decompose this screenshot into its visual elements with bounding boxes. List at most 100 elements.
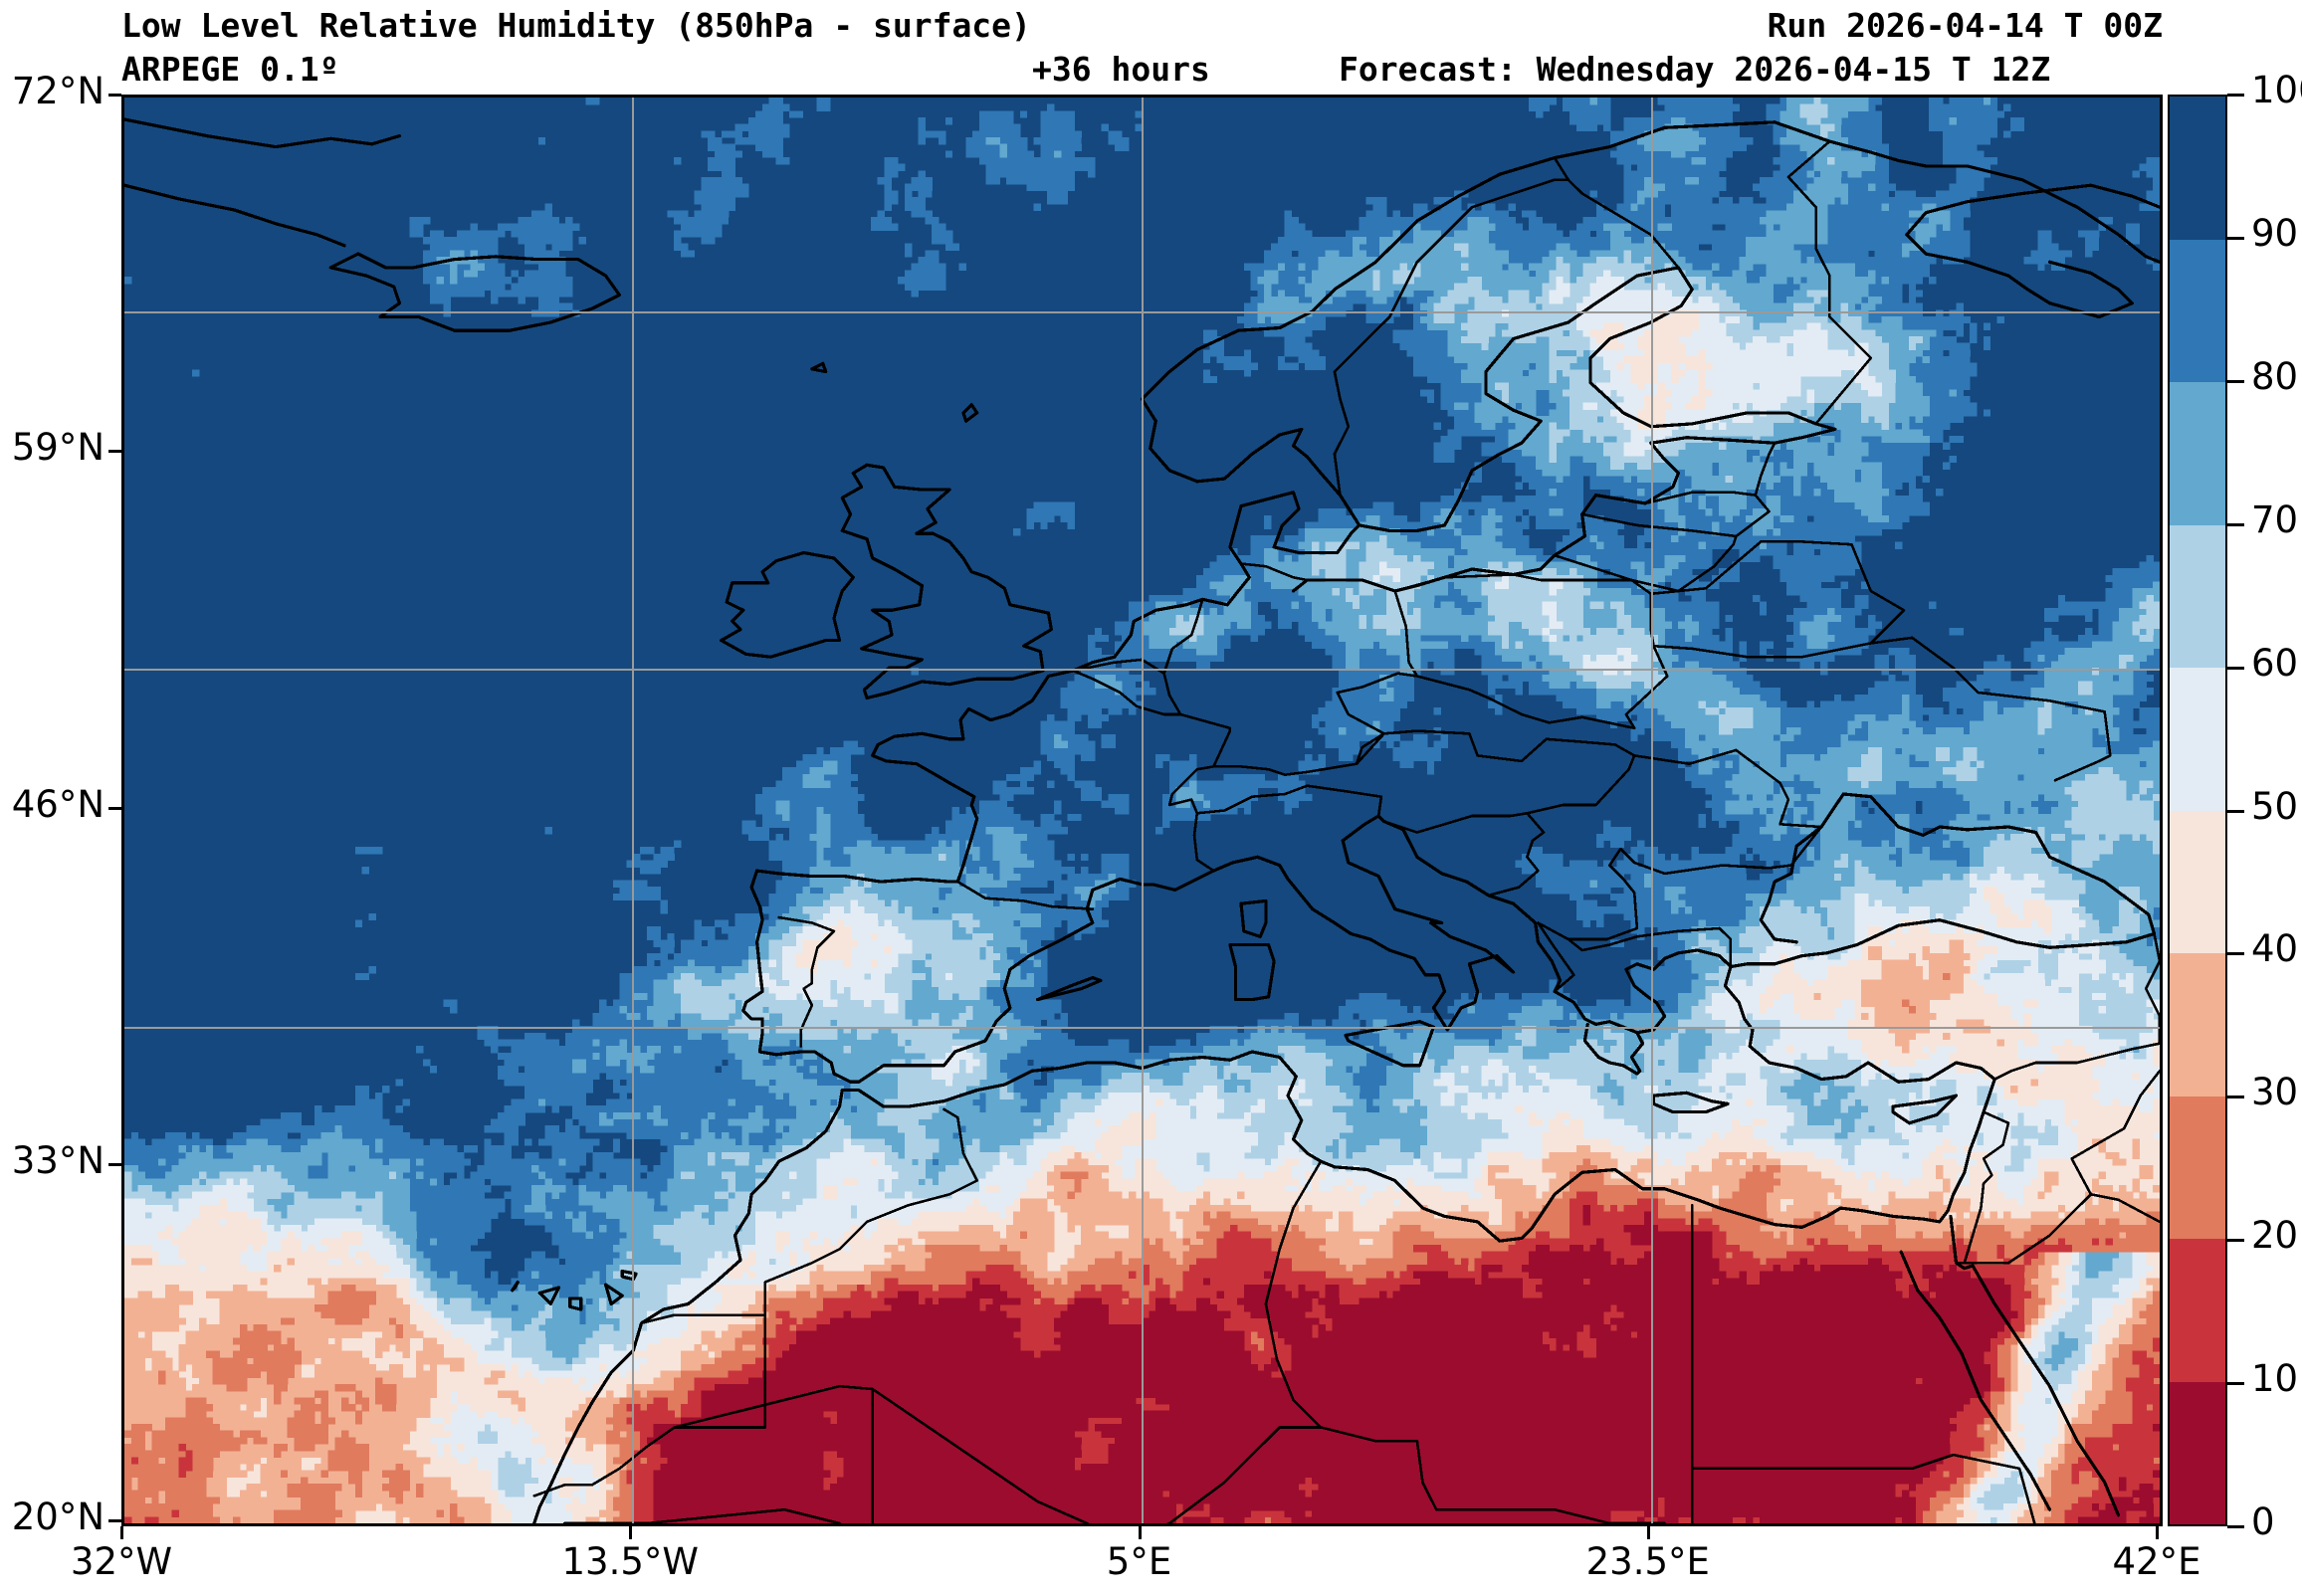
country-border	[1072, 658, 1165, 675]
colorbar-tick-mark	[2227, 236, 2244, 240]
coastline	[568, 1297, 583, 1311]
country-border	[956, 880, 1095, 910]
country-border	[763, 1107, 978, 1316]
colorbar-band	[2170, 1239, 2225, 1382]
x-tick-mark	[120, 1526, 123, 1539]
country-border	[1992, 932, 2160, 1081]
colorbar-tick-mark	[2227, 809, 2244, 813]
country-border	[871, 1387, 1089, 1523]
country-border	[2070, 1070, 2160, 1196]
country-border	[1690, 1453, 1955, 1471]
coastline	[741, 869, 1215, 1084]
colorbar-tick-label: 90	[2251, 211, 2299, 255]
country-border	[1393, 573, 1669, 730]
coastline	[1228, 942, 1276, 1002]
coastline	[1239, 898, 1268, 938]
humidity-band-60-70	[124, 98, 2160, 1523]
y-tick-mark	[108, 450, 121, 454]
y-tick-label: 72°N	[11, 70, 105, 112]
colorbar-tick-mark	[2227, 1096, 2244, 1099]
country-border	[532, 1313, 767, 1497]
colorbar-band	[2170, 524, 2225, 668]
coastline	[1344, 1020, 1435, 1068]
coastline	[1949, 1214, 2121, 1517]
country-border	[1652, 636, 2112, 782]
country-border	[1487, 812, 1546, 898]
x-tick-label: 5°E	[1106, 1540, 1172, 1583]
colorbar-tick-label: 20	[2251, 1214, 2299, 1258]
colorbar-tick-label: 10	[2251, 1357, 2299, 1401]
coastline-layer	[124, 117, 2160, 1523]
x-tick-label: 23.5°E	[1585, 1540, 1710, 1583]
colorbar-tick-mark	[2227, 666, 2244, 670]
coastline	[1759, 792, 2157, 944]
coastline	[124, 117, 401, 149]
colorbar-tick-label: 0	[2251, 1500, 2275, 1543]
humidity-field-layer	[124, 98, 2160, 1523]
coastline	[511, 1280, 520, 1293]
humidity-band-80-90	[124, 98, 2160, 1325]
colorbar-tick-label: 50	[2251, 784, 2299, 828]
colorbar-band	[2170, 239, 2225, 382]
colorbar-tick-label: 70	[2251, 498, 2299, 541]
humidity-map-panel	[121, 95, 2163, 1526]
coastline	[328, 252, 621, 332]
colorbar	[2168, 95, 2227, 1526]
country-border	[1580, 512, 1738, 538]
coastline	[1035, 976, 1103, 1002]
colorbar-tick-mark	[2227, 1239, 2244, 1243]
country-border	[1333, 178, 1570, 497]
colorbar-tick-mark	[2227, 379, 2244, 383]
x-tick-mark	[1646, 1526, 1650, 1539]
country-border	[777, 915, 836, 1048]
country-border	[1537, 748, 1823, 941]
colorbar-tick-mark	[2227, 522, 2244, 526]
coastline	[124, 183, 346, 248]
y-tick-label: 59°N	[11, 426, 105, 470]
y-tick-label: 33°N	[11, 1138, 105, 1182]
coastline	[961, 403, 979, 423]
lead-time-label: +36 hours	[1032, 50, 1210, 89]
colorbar-tick-mark	[2227, 94, 2244, 97]
country-border	[1162, 598, 1204, 716]
humidity-heatmap	[124, 98, 2160, 1523]
colorbar-band	[2170, 668, 2225, 811]
y-tick-mark	[108, 1519, 121, 1522]
x-tick-label: 32°W	[70, 1540, 173, 1583]
colorbar-tick-label: 60	[2251, 641, 2299, 685]
x-tick-mark	[2156, 1526, 2159, 1539]
coastline	[720, 550, 855, 659]
coastline	[604, 1283, 624, 1306]
country-border	[673, 1384, 874, 1523]
colorbar-band	[2170, 810, 2225, 953]
country-border	[1537, 921, 1575, 993]
coastline	[755, 491, 1361, 884]
colorbar-tick-label: 40	[2251, 927, 2299, 971]
coastline	[810, 361, 828, 374]
country-border	[1553, 156, 1680, 270]
coastline	[1140, 120, 2160, 527]
run-time-label: Run 2026-04-14 T 00Z	[1767, 6, 2163, 45]
coastline	[1905, 183, 2160, 319]
country-border	[1085, 1426, 1323, 1523]
coastline	[1651, 1091, 1730, 1114]
colorbar-tick-mark	[2227, 952, 2244, 956]
country-border	[1195, 784, 1383, 818]
forecast-time-label: Forecast: Wednesday 2026-04-15 T 12Z	[1339, 50, 2051, 89]
country-border	[1649, 540, 1906, 645]
country-border	[1415, 1440, 1438, 1511]
y-tick-mark	[108, 806, 121, 810]
x-tick-label: 13.5°W	[561, 1540, 699, 1583]
colorbar-band	[2170, 1096, 2225, 1239]
coastline	[840, 463, 1053, 700]
page-title: Low Level Relative Humidity (850hPa - su…	[121, 6, 1031, 45]
y-tick-mark	[108, 1162, 121, 1166]
colorbar-band	[2170, 382, 2225, 525]
colorbar-tick-label: 30	[2251, 1071, 2299, 1114]
colorbar-tick-label: 100	[2251, 69, 2302, 111]
country-border	[1264, 1159, 1419, 1443]
country-border	[1434, 1507, 1666, 1523]
country-border	[1955, 1110, 2010, 1265]
coastline	[1291, 266, 1837, 593]
coastline	[1899, 1250, 2052, 1511]
